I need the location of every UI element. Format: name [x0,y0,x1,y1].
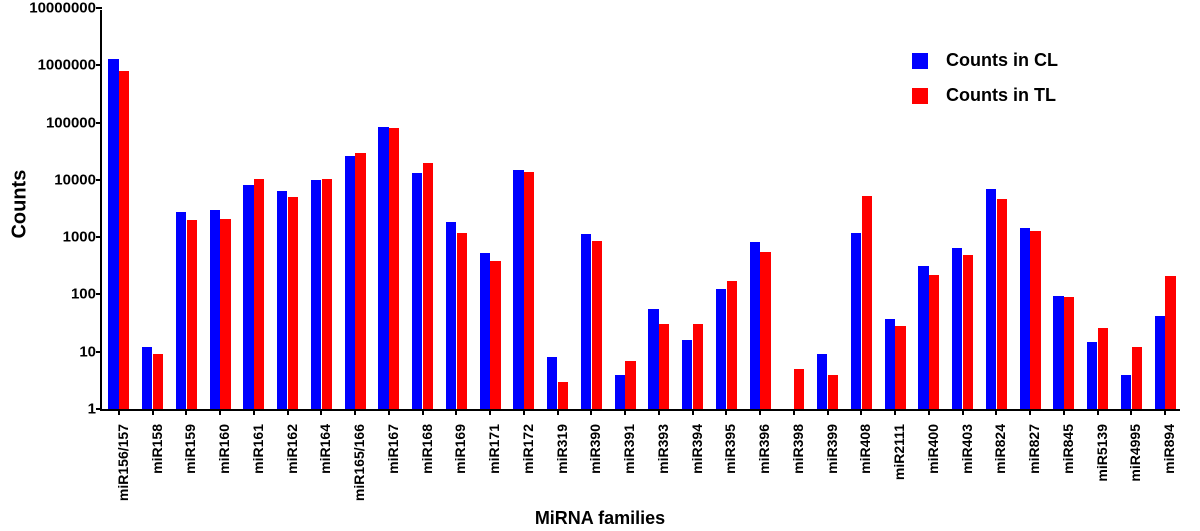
bar-TL [355,153,365,409]
bar-CL [716,289,726,409]
y-tick-mark [96,122,102,124]
legend-item: Counts in CL [912,50,1058,71]
bar-TL [693,324,703,409]
y-tick-mark [96,179,102,181]
mirna-counts-bar-chart: Counts Counts in CLCounts in TL 11010010… [0,0,1200,531]
bar-CL [547,357,557,409]
bar-TL [997,199,1007,409]
bar-CL [210,210,220,409]
bar-TL [659,324,669,409]
bar-TL [558,382,568,409]
y-tick-mark [96,293,102,295]
bar-TL [389,128,399,409]
bar-TL [895,326,905,409]
bar-CL [1121,375,1131,409]
bar-TL [288,197,298,409]
plot-area: Counts in CLCounts in TL 110100100010000… [100,10,1180,411]
bar-CL [277,191,287,409]
bar-CL [378,127,388,409]
bar-TL [828,375,838,409]
legend: Counts in CL Counts in TL [912,50,1058,120]
bar-TL [119,71,129,409]
y-tick-label: 10000000 [29,0,102,17]
bar-CL [1020,228,1030,409]
bar-TL [929,275,939,409]
y-tick-mark [96,64,102,66]
bar-TL [187,220,197,409]
bar-CL [108,59,118,409]
bar-CL [142,347,152,409]
bar-CL [345,156,355,409]
bar-TL [1098,328,1108,409]
bar-CL [311,180,321,409]
bar-CL [885,319,895,409]
bar-CL [446,222,456,409]
bar-TL [220,219,230,409]
x-axis-title: MiRNA families [0,508,1200,529]
bar-CL [1087,342,1097,409]
bar-CL [750,242,760,409]
bar-CL [682,340,692,409]
y-tick-mark [96,236,102,238]
y-tick-label: 10000 [54,171,102,188]
bar-CL [817,354,827,409]
legend-label: Counts in TL [946,85,1056,106]
y-tick-mark [96,7,102,9]
y-tick-mark [96,351,102,353]
bar-TL [1132,347,1142,409]
bar-CL [986,189,996,409]
bar-TL [490,261,500,409]
y-tick-label: 1000000 [38,57,102,74]
bar-TL [794,369,804,409]
legend-item: Counts in TL [912,85,1058,106]
bar-CL [243,185,253,409]
bar-TL [727,281,737,409]
bar-TL [592,241,602,409]
bar-CL [1155,316,1165,409]
bar-TL [625,361,635,409]
bar-CL [648,309,658,409]
bar-TL [153,354,163,409]
bar-TL [524,172,534,410]
bar-TL [1165,276,1175,409]
bar-TL [862,196,872,409]
bar-TL [322,179,332,409]
bar-TL [254,179,264,409]
y-tick-label: 100000 [46,114,102,131]
bar-TL [457,233,467,409]
bar-TL [1030,231,1040,409]
bar-CL [412,173,422,409]
legend-label: Counts in CL [946,50,1058,71]
bar-CL [615,375,625,409]
bar-CL [1053,296,1063,409]
bar-CL [581,234,591,409]
bar-CL [513,170,523,409]
bar-CL [952,248,962,409]
bar-TL [760,252,770,409]
y-tick-mark [96,408,102,410]
legend-swatch [912,53,928,69]
bar-CL [851,233,861,409]
bar-TL [423,163,433,409]
bar-CL [176,212,186,409]
y-axis-title: Counts [9,169,32,238]
bar-CL [918,266,928,410]
bar-TL [1064,297,1074,409]
legend-swatch [912,88,928,104]
bar-CL [480,253,490,409]
bar-TL [963,255,973,409]
